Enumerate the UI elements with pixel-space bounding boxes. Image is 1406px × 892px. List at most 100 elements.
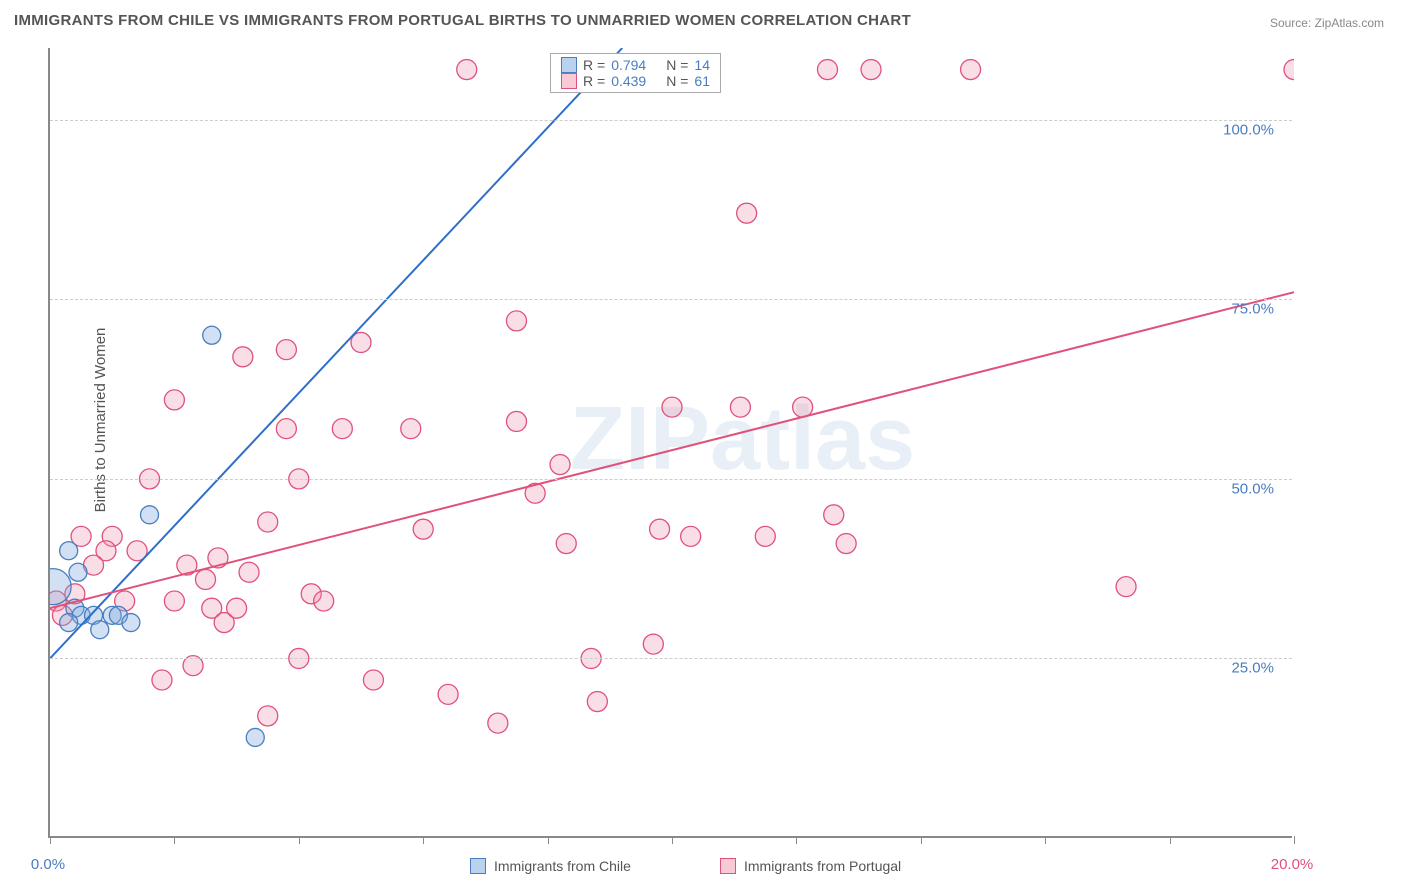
data-point xyxy=(214,613,234,633)
data-point xyxy=(258,706,278,726)
x-tick xyxy=(672,836,673,844)
data-point xyxy=(122,614,140,632)
data-point xyxy=(85,606,103,624)
data-point xyxy=(737,203,757,223)
n-label: N = xyxy=(666,73,688,89)
watermark: ZIPatlas xyxy=(570,388,915,491)
data-point xyxy=(52,605,72,625)
data-point xyxy=(413,519,433,539)
legend-label: Immigrants from Portugal xyxy=(744,858,901,874)
data-point xyxy=(102,526,122,546)
n-label: N = xyxy=(666,57,688,73)
legend-swatch-chile xyxy=(561,57,577,73)
data-point xyxy=(177,555,197,575)
data-point xyxy=(96,541,116,561)
x-tick xyxy=(1045,836,1046,844)
correlation-legend: R = 0.794 N = 14 R = 0.439 N = 61 xyxy=(550,53,721,93)
data-point xyxy=(961,60,981,80)
data-point xyxy=(351,332,371,352)
data-point xyxy=(233,347,253,367)
data-point xyxy=(60,542,78,560)
data-point xyxy=(84,555,104,575)
data-point xyxy=(66,599,84,617)
x-tick-label-min: 0.0% xyxy=(31,856,65,873)
data-point xyxy=(227,598,247,618)
data-point xyxy=(276,419,296,439)
data-point xyxy=(239,562,259,582)
data-point xyxy=(69,563,87,581)
y-tick-label: 100.0% xyxy=(1223,121,1274,138)
data-point xyxy=(115,591,135,611)
x-tick xyxy=(174,836,175,844)
x-tick xyxy=(1294,836,1295,844)
data-point xyxy=(164,390,184,410)
x-tick xyxy=(423,836,424,844)
data-point xyxy=(301,584,321,604)
data-point xyxy=(196,569,216,589)
gridline-h xyxy=(50,299,1292,300)
data-point xyxy=(109,606,127,624)
data-point xyxy=(65,584,85,604)
data-point xyxy=(662,397,682,417)
r-label: R = xyxy=(583,57,605,73)
n-value: 61 xyxy=(694,73,710,89)
x-tick-label-max: 20.0% xyxy=(1271,856,1314,873)
legend-swatch-chile xyxy=(470,858,486,874)
y-tick-label: 75.0% xyxy=(1231,301,1274,318)
y-tick-label: 50.0% xyxy=(1231,480,1274,497)
x-tick xyxy=(921,836,922,844)
data-point xyxy=(246,728,264,746)
series-legend-portugal: Immigrants from Portugal xyxy=(720,858,901,874)
data-point xyxy=(258,512,278,532)
data-point xyxy=(438,684,458,704)
r-value: 0.439 xyxy=(611,73,646,89)
data-point xyxy=(401,419,421,439)
data-point xyxy=(824,505,844,525)
data-point xyxy=(127,541,147,561)
x-tick xyxy=(1170,836,1171,844)
data-point xyxy=(818,60,838,80)
data-point xyxy=(332,419,352,439)
data-point xyxy=(60,614,78,632)
x-tick xyxy=(50,836,51,844)
r-value: 0.794 xyxy=(611,57,646,73)
data-point xyxy=(164,591,184,611)
data-point xyxy=(650,519,670,539)
legend-label: Immigrants from Chile xyxy=(494,858,631,874)
data-point xyxy=(507,411,527,431)
data-point xyxy=(643,634,663,654)
data-point xyxy=(755,526,775,546)
data-point xyxy=(276,340,296,360)
trend-line xyxy=(50,48,622,658)
data-point xyxy=(50,569,71,605)
data-point xyxy=(72,606,90,624)
series-legend-chile: Immigrants from Chile xyxy=(470,858,631,874)
gridline-h xyxy=(50,120,1292,121)
source-label: Source: ZipAtlas.com xyxy=(1270,16,1384,30)
data-point xyxy=(314,591,334,611)
legend-swatch-portugal xyxy=(720,858,736,874)
legend-swatch-portugal xyxy=(561,73,577,89)
data-point xyxy=(208,548,228,568)
data-point xyxy=(152,670,172,690)
data-point xyxy=(507,311,527,331)
data-point xyxy=(1284,60,1294,80)
data-point xyxy=(1116,577,1136,597)
data-point xyxy=(141,506,159,524)
data-point xyxy=(91,621,109,639)
plot-area: ZIPatlas 25.0%50.0%75.0%100.0% xyxy=(48,48,1292,838)
chart-svg xyxy=(50,48,1294,838)
trend-line xyxy=(50,292,1294,608)
data-point xyxy=(681,526,701,546)
x-tick xyxy=(796,836,797,844)
n-value: 14 xyxy=(694,57,710,73)
data-point xyxy=(71,526,91,546)
chart-title: IMMIGRANTS FROM CHILE VS IMMIGRANTS FROM… xyxy=(14,12,911,29)
r-label: R = xyxy=(583,73,605,89)
data-point xyxy=(363,670,383,690)
gridline-h xyxy=(50,479,1292,480)
data-point xyxy=(203,326,221,344)
data-point xyxy=(202,598,222,618)
data-point xyxy=(550,455,570,475)
data-point xyxy=(556,534,576,554)
